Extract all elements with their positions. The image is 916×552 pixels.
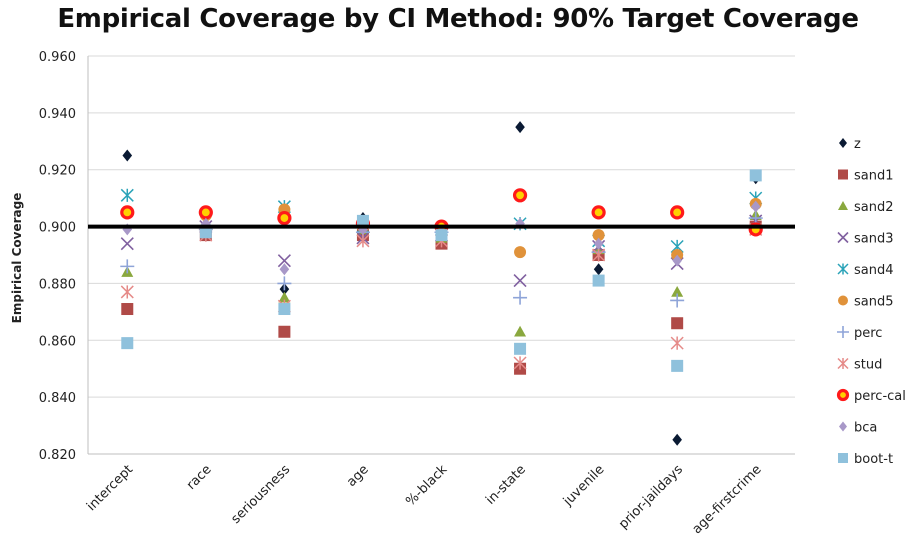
point-stud — [592, 248, 606, 262]
point-z — [593, 263, 604, 276]
chart-title: Empirical Coverage by CI Method: 90% Tar… — [57, 4, 859, 34]
x-tick-label: race — [184, 462, 215, 493]
x-tick-label: in-state — [483, 462, 529, 508]
legend-label: perc-cal — [854, 389, 906, 404]
legend-marker-sand3 — [837, 231, 849, 244]
y-tick-label: 0.820 — [39, 448, 76, 463]
point-sand2 — [671, 285, 684, 297]
point-perc — [277, 276, 292, 291]
point-boot-t — [514, 342, 527, 355]
legend-marker-sand1 — [838, 169, 848, 180]
legend-label: bca — [854, 421, 877, 436]
legend-marker-z — [839, 138, 847, 148]
x-tick-label: age-firstcrime — [690, 462, 765, 537]
legend-marker-sand2 — [838, 201, 848, 210]
point-bca — [672, 254, 682, 267]
legend-label: sand4 — [854, 263, 894, 278]
point-sand1 — [121, 303, 134, 316]
point-boot-t — [199, 226, 212, 239]
point-boot-t — [278, 303, 291, 316]
legend-label: perc — [854, 326, 882, 341]
y-tick-label: 0.880 — [39, 277, 76, 292]
x-axis-ticks: intercept race seriousness age %-black in-sta… — [84, 462, 764, 537]
point-z — [122, 149, 133, 162]
y-tick-label: 0.920 — [39, 164, 76, 179]
point-stud — [513, 356, 527, 370]
point-bca — [279, 263, 290, 276]
point-perc — [670, 293, 685, 308]
point-sand3 — [120, 237, 134, 251]
x-tick-label: prior-jaildays — [616, 462, 686, 532]
point-perc-cal — [277, 210, 292, 226]
point-stud — [670, 336, 684, 350]
point-sand2 — [514, 325, 527, 337]
legend-marker-stud — [837, 357, 849, 370]
point-perc — [120, 259, 135, 274]
point-boot-t — [592, 274, 605, 287]
point-boot-t — [671, 359, 684, 372]
legend-label: sand5 — [854, 295, 894, 310]
point-bca — [515, 217, 525, 230]
legend-label: sand3 — [854, 232, 894, 247]
point-perc-cal — [512, 188, 528, 203]
x-tick-label: intercept — [84, 462, 136, 514]
point-sand3 — [513, 274, 527, 288]
point-sand1 — [671, 317, 684, 330]
point-boot-t — [121, 337, 134, 350]
y-tick-label: 0.960 — [39, 50, 76, 65]
legend-marker-bca — [839, 421, 847, 432]
y-axis-ticks: 0.960 0.940 0.920 0.900 0.880 0.860 0.840 0.820 — [39, 50, 76, 463]
legend-label: sand2 — [854, 200, 894, 215]
legend-label: boot-t — [854, 452, 893, 467]
y-tick-label: 0.940 — [39, 107, 76, 122]
point-bca — [750, 200, 761, 213]
legend-marker-sand5 — [838, 295, 848, 306]
point-bca — [593, 237, 604, 250]
data-points — [120, 121, 763, 446]
point-sand5 — [592, 229, 605, 242]
legend: z sand1 sand2 sand3 sand4 sand5 perc stud perc-c… — [836, 137, 906, 467]
point-sand4 — [120, 188, 134, 202]
point-perc-cal — [591, 205, 606, 220]
point-z — [515, 121, 525, 134]
point-stud — [120, 285, 134, 299]
legend-label: z — [854, 137, 861, 152]
point-perc — [513, 290, 528, 305]
y-tick-label: 0.840 — [39, 391, 76, 406]
point-sand3 — [277, 254, 291, 268]
y-axis-label: Empirical Coverage — [10, 193, 24, 324]
x-tick-label: %-black — [403, 462, 450, 509]
point-stud — [356, 234, 370, 248]
point-boot-t — [749, 169, 762, 182]
point-boot-t — [356, 214, 369, 227]
point-sand2 — [278, 291, 291, 303]
legend-marker-sand4 — [837, 263, 849, 275]
point-perc-cal — [120, 205, 135, 220]
legend-marker-perc — [837, 326, 849, 338]
point-perc-cal — [670, 205, 685, 220]
legend-marker-boot-t — [838, 453, 848, 463]
point-z — [672, 433, 682, 446]
legend-label: sand1 — [854, 169, 894, 184]
x-tick-label: seriousness — [229, 462, 294, 527]
x-tick-label: age — [344, 462, 372, 490]
legend-marker-perc-cal — [836, 388, 850, 402]
point-boot-t — [435, 229, 448, 242]
y-tick-label: 0.860 — [39, 334, 76, 349]
point-perc-cal — [198, 205, 213, 220]
point-sand5 — [514, 246, 527, 259]
point-sand1 — [278, 325, 291, 338]
legend-label: stud — [854, 358, 882, 373]
y-tick-label: 0.900 — [39, 221, 76, 236]
x-tick-label: juvenile — [560, 462, 607, 509]
gridlines — [87, 55, 795, 455]
